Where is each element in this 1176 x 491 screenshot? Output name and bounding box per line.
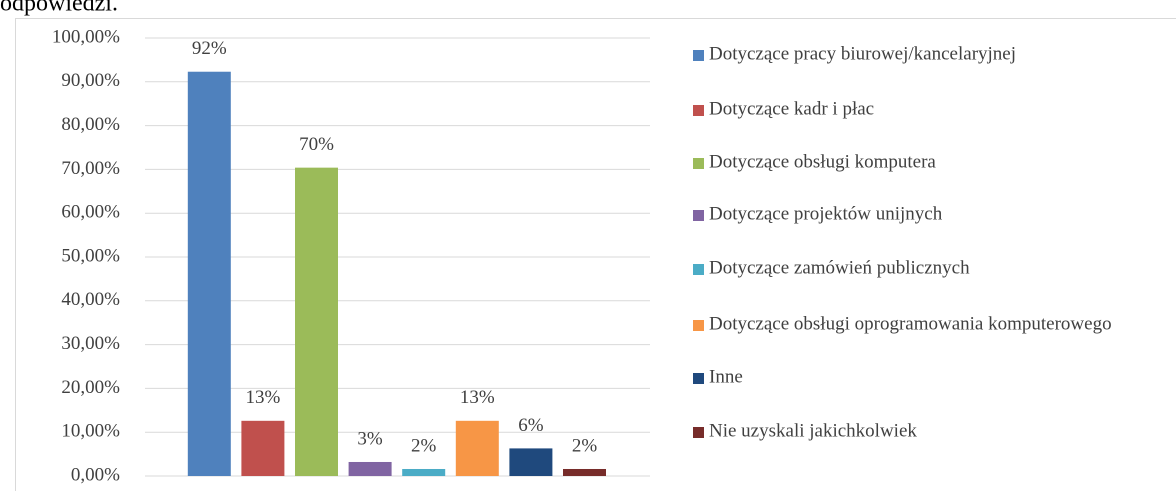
y-tick-label: 0,00%	[71, 464, 120, 485]
legend-swatch	[693, 427, 704, 438]
bar	[402, 468, 446, 476]
bar	[455, 420, 499, 476]
y-tick-label: 10,00%	[61, 421, 120, 442]
chart-border	[15, 18, 1176, 491]
legend-swatch	[693, 264, 704, 275]
chart-title: odpowiedzi.	[0, 0, 118, 17]
y-tick-label: 100,00%	[52, 26, 120, 47]
data-label: 13%	[245, 387, 280, 408]
data-label: 3%	[357, 428, 383, 449]
legend-label: Dotyczące obsługi oprogramowania kompute…	[709, 313, 1112, 334]
legend-swatch	[693, 320, 704, 331]
legend-label: Dotyczące projektów unijnych	[709, 203, 943, 224]
y-tick-label: 50,00%	[61, 245, 120, 266]
legend-swatch	[693, 105, 704, 116]
bar	[509, 448, 553, 476]
legend-swatch	[693, 50, 704, 61]
legend-label: Dotyczące obsługi komputera	[709, 151, 936, 172]
legend-label: Dotyczące kadr i płac	[709, 98, 874, 119]
data-label: 2%	[411, 435, 437, 456]
bar	[187, 71, 231, 476]
bar	[241, 420, 285, 476]
legend-label: Inne	[709, 366, 743, 387]
legend-label: Dotyczące pracy biurowej/kancelaryjnej	[709, 43, 1016, 64]
y-tick-label: 60,00%	[61, 202, 120, 223]
bar	[563, 468, 606, 476]
legend-swatch	[693, 158, 704, 169]
bar	[348, 461, 392, 476]
data-label: 6%	[518, 415, 544, 436]
data-label: 70%	[299, 134, 334, 155]
legend-label: Nie uzyskali jakichkolwiek	[709, 420, 917, 441]
bar	[295, 167, 338, 476]
data-label: 13%	[460, 387, 495, 408]
legend-label: Dotyczące zamówień publicznych	[709, 257, 970, 278]
y-tick-label: 80,00%	[61, 114, 120, 135]
y-tick-label: 90,00%	[61, 70, 120, 91]
y-tick-label: 30,00%	[61, 333, 120, 354]
data-label: 2%	[572, 435, 598, 456]
data-label: 92%	[192, 38, 227, 59]
y-tick-label: 40,00%	[61, 289, 120, 310]
y-tick-label: 20,00%	[61, 377, 120, 398]
legend-swatch	[693, 373, 704, 384]
y-tick-label: 70,00%	[61, 158, 120, 179]
legend-swatch	[693, 210, 704, 221]
